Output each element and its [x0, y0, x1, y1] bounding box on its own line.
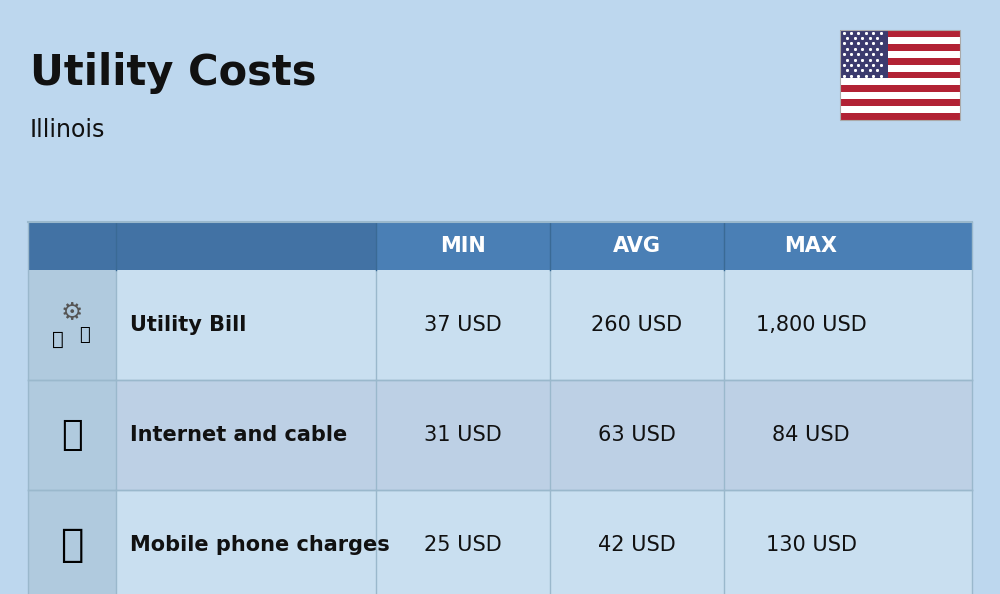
Text: 31 USD: 31 USD — [424, 425, 502, 445]
Bar — [28, 490, 972, 594]
Bar — [28, 222, 376, 270]
Text: 63 USD: 63 USD — [598, 425, 676, 445]
Bar — [840, 58, 960, 65]
Bar — [840, 30, 888, 78]
Bar — [28, 222, 972, 270]
Bar — [840, 44, 960, 50]
Bar — [840, 86, 960, 92]
Text: Utility Bill: Utility Bill — [130, 315, 246, 335]
Bar — [28, 490, 116, 594]
Bar — [840, 71, 960, 78]
Bar — [840, 30, 960, 120]
Text: 260 USD: 260 USD — [591, 315, 683, 335]
Text: 📶: 📶 — [61, 418, 83, 452]
Text: Internet and cable: Internet and cable — [130, 425, 347, 445]
Text: ⚙: ⚙ — [61, 301, 83, 325]
Text: Utility Costs: Utility Costs — [30, 52, 316, 94]
Bar — [840, 99, 960, 106]
Bar — [840, 30, 960, 120]
Bar — [840, 113, 960, 120]
Text: 42 USD: 42 USD — [598, 535, 676, 555]
Bar — [840, 65, 960, 71]
Text: 37 USD: 37 USD — [424, 315, 502, 335]
Text: MIN: MIN — [440, 236, 486, 256]
Bar — [840, 50, 960, 58]
Text: Illinois: Illinois — [30, 118, 105, 142]
Bar — [840, 78, 960, 86]
Bar — [28, 380, 116, 490]
Text: 📱: 📱 — [60, 526, 84, 564]
Bar — [840, 106, 960, 113]
Text: 84 USD: 84 USD — [772, 425, 850, 445]
Text: 🔌: 🔌 — [52, 330, 64, 349]
Bar — [28, 380, 972, 490]
Text: MAX: MAX — [784, 236, 838, 256]
Bar — [840, 37, 960, 44]
Text: 📦: 📦 — [79, 326, 89, 344]
Text: 25 USD: 25 USD — [424, 535, 502, 555]
Bar — [840, 92, 960, 99]
Text: Mobile phone charges: Mobile phone charges — [130, 535, 390, 555]
Text: 1,800 USD: 1,800 USD — [756, 315, 866, 335]
Bar — [840, 30, 960, 37]
Text: 130 USD: 130 USD — [766, 535, 856, 555]
Text: AVG: AVG — [613, 236, 661, 256]
Bar — [28, 270, 116, 380]
Bar — [28, 270, 972, 380]
